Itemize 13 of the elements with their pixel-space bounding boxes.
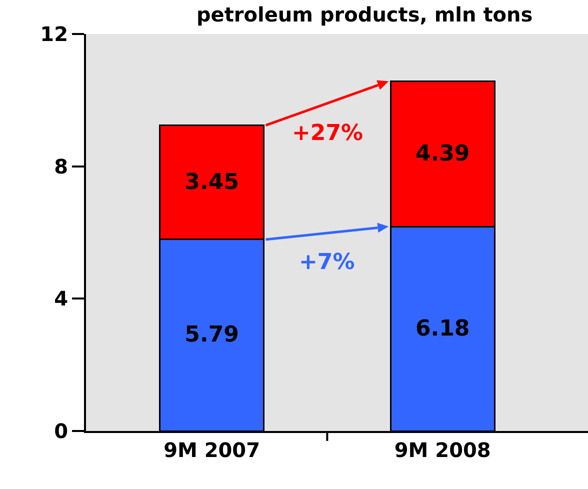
data-label: 3.45 bbox=[184, 170, 239, 195]
annotation: +7% bbox=[299, 250, 355, 275]
data-label: 4.39 bbox=[415, 141, 470, 166]
chart-title: petroleum products, mln tons bbox=[196, 2, 533, 26]
annotation: +27% bbox=[292, 121, 364, 146]
y-tick-label: 4 bbox=[54, 286, 68, 311]
y-tick-label: 8 bbox=[54, 154, 68, 178]
y-tick-label: 12 bbox=[40, 22, 68, 46]
data-label: 6.18 bbox=[415, 316, 470, 342]
x-tick-label: 9M 2007 bbox=[164, 438, 260, 462]
data-label: 5.79 bbox=[184, 322, 239, 348]
x-tick-label: 9M 2008 bbox=[394, 438, 491, 462]
y-tick-label: 0 bbox=[54, 419, 68, 443]
